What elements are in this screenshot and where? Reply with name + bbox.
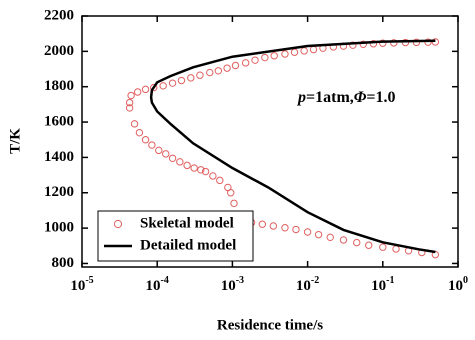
annotation: p=1atm,Φ=1.0 [296,89,396,106]
x-tick-label: 10-5 [70,275,93,294]
data-point [390,39,398,47]
data-point [223,64,231,72]
data-point [206,68,214,77]
data-point [214,67,223,75]
data-point [379,39,387,47]
data-point [231,61,240,70]
data-point [150,83,158,92]
data-point [227,189,235,197]
data-point [369,40,378,48]
y-tick-label: 2200 [44,7,74,23]
data-line [149,39,436,254]
data-point [303,228,312,236]
data-point [125,104,134,112]
annotation-part: =1atm, [306,89,354,106]
data-point [130,120,139,128]
data-point [177,76,186,85]
x-tick-label: 10-3 [221,275,244,294]
data-point [258,220,267,228]
data-point [168,79,177,87]
data-point [183,161,191,170]
tick-exponent: -5 [85,275,93,286]
data-point [168,154,177,162]
data-point [251,56,259,64]
legend-label: Detailed model [140,237,236,253]
data-point [209,172,217,180]
tick-base: 10 [221,278,236,294]
data-point [197,166,205,174]
data-point [314,230,323,239]
data-point [141,136,150,144]
annotation-part: =1.0 [366,89,395,106]
tick-base: 10 [70,278,85,294]
tick-base: 10 [146,278,161,294]
legend-label: Skeletal model [140,215,234,231]
y-axis-label: T/K [7,128,23,154]
data-point [261,53,269,62]
data-point [133,88,142,96]
y-tick-label: 1600 [44,113,74,129]
y-tick-label: 1000 [44,220,74,236]
legend-box [97,210,254,262]
x-tick-label: 10-2 [296,275,319,294]
data-point [270,52,278,60]
data-point [281,224,289,232]
tick-exponent: -3 [236,275,244,286]
data-point [281,50,289,58]
data-point [176,158,184,166]
y-tick-label: 800 [52,255,75,271]
tick-exponent: -4 [161,275,169,286]
data-point [359,40,367,48]
tick-base: 10 [371,278,386,294]
legend-symbol [113,219,123,229]
plot-frame [81,15,459,268]
x-tick-label: 10-1 [371,275,394,294]
tick-base: 10 [448,278,463,294]
tick-exponent: -1 [386,275,394,286]
data-point [290,48,299,56]
data-point [379,243,387,251]
x-tick-label: 10-4 [146,275,169,294]
data-point [300,47,308,55]
data-point [241,59,250,67]
data-point [309,45,318,54]
data-point [339,236,348,244]
data-point [125,98,134,107]
y-tick-label: 1200 [44,184,74,200]
tick-base: 10 [296,278,311,294]
x-tick-label: 100 [448,275,468,294]
x-axis-label: Residence time/s [217,317,323,333]
data-point [135,128,144,137]
data-point [424,38,432,46]
data-point [392,245,400,253]
data-point [155,146,163,155]
data-point [196,71,204,79]
tick-exponent: -2 [311,275,319,286]
data-point [365,241,373,249]
data-point [148,141,156,149]
data-point [230,199,238,208]
data-point [162,150,170,158]
data-point [159,82,167,90]
tick-exponent: 0 [463,275,468,286]
data-point [127,91,135,100]
data-point [190,164,198,172]
data-point [353,238,361,247]
data-point [141,85,150,94]
data-point [216,176,224,185]
data-point [412,38,421,47]
data-point [292,225,300,234]
data-point [349,41,357,49]
data-point [201,167,210,176]
data-point [187,74,195,82]
y-tick-label: 1800 [44,78,74,94]
annotation-part: Φ [354,89,367,106]
y-tick-label: 1400 [44,149,74,165]
data-point [269,222,278,230]
data-point [326,233,334,242]
y-tick-label: 2000 [44,43,74,59]
annotation-part: p [296,89,306,106]
